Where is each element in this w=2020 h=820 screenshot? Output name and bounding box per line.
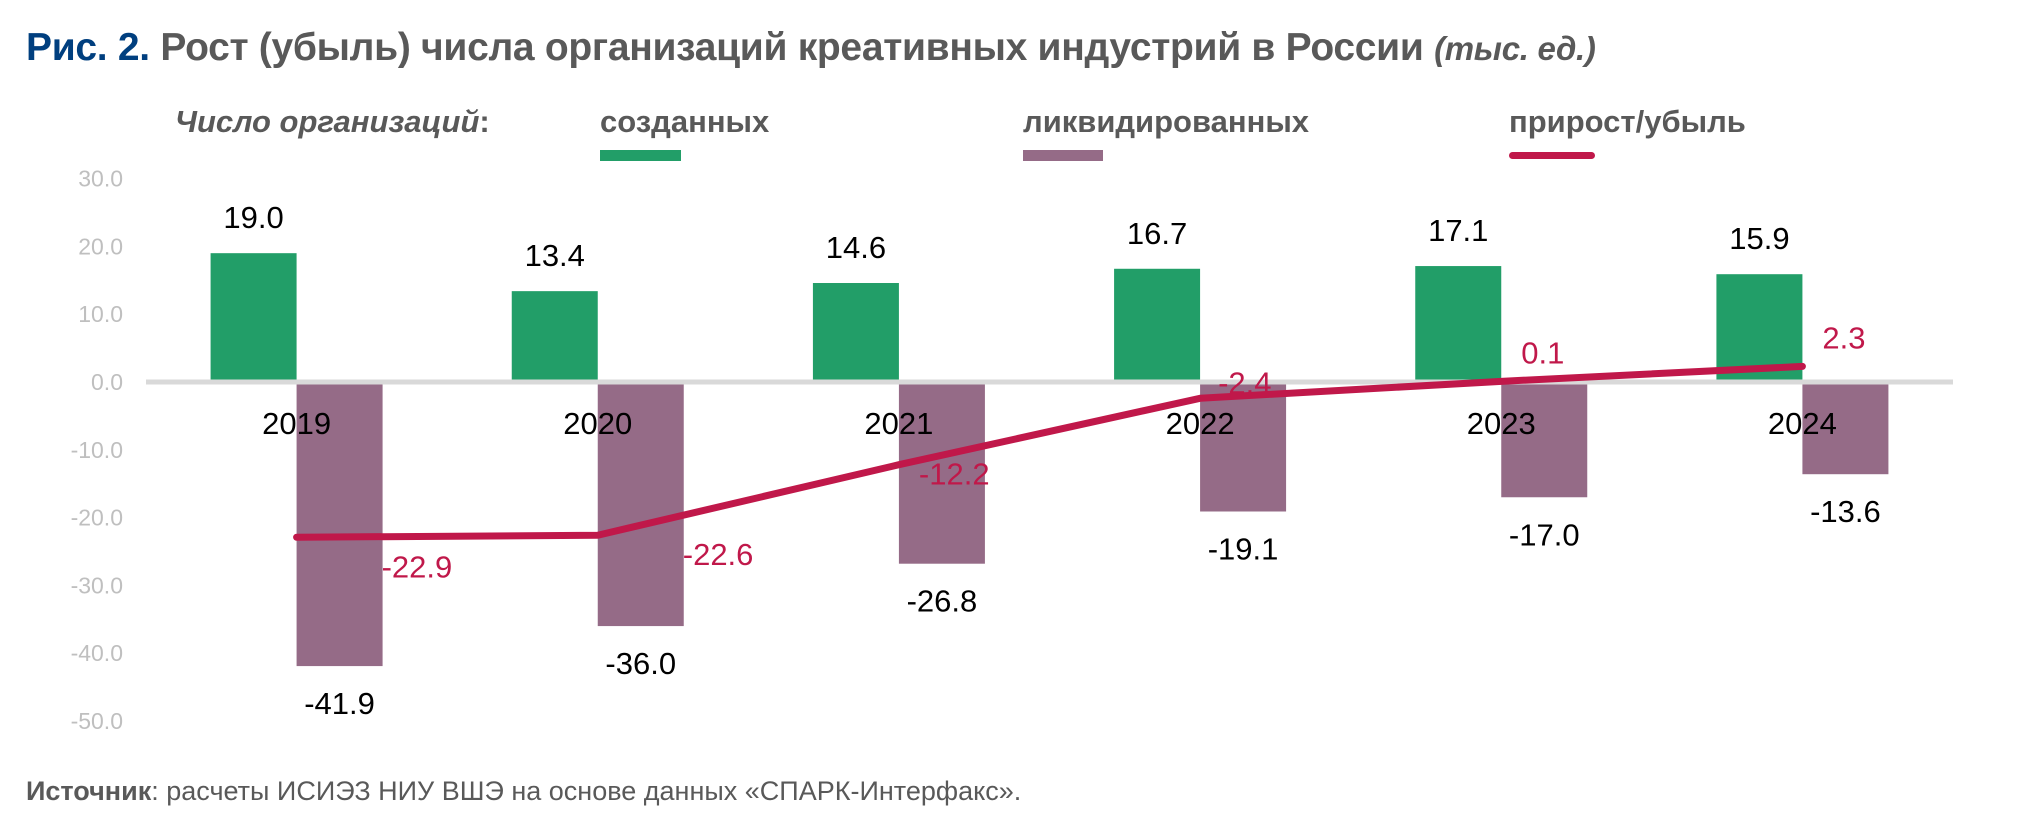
title-units: (тыс. ед.) (1434, 30, 1596, 67)
legend-swatch-liquidated (1023, 150, 1103, 161)
data-label-created: 17.1 (1428, 213, 1488, 248)
data-label-liquidated: -36.0 (605, 646, 676, 681)
bar-liquidated (1802, 382, 1889, 475)
legend-lead-colon: : (479, 104, 490, 139)
data-label-created: 13.4 (525, 238, 585, 273)
x-tick-label: 2021 (864, 406, 933, 441)
legend-lead-text: Число организаций (175, 104, 480, 139)
legend-label-net: прирост/убыль (1509, 104, 1746, 139)
bar-liquidated (1200, 382, 1287, 512)
legend-lead: Число организаций: (175, 104, 490, 140)
bar-liquidated (296, 382, 383, 667)
chart-title: Рис. 2. Рост (убыль) числа организаций к… (26, 26, 1596, 70)
bar-created (1415, 266, 1502, 382)
bar-liquidated (1501, 382, 1588, 498)
data-label-net-change: 2.3 (1822, 320, 1865, 355)
line-net-change (293, 362, 1806, 541)
point-net-change (897, 463, 900, 466)
point-net-change (1500, 380, 1503, 383)
bar-created (210, 253, 297, 382)
data-label-net-change: 0.1 (1521, 335, 1564, 370)
data-label-net-change: -22.9 (382, 549, 453, 584)
y-tick-label: -40.0 (71, 640, 123, 666)
x-tick-label: 2020 (563, 406, 632, 441)
x-tick-label: 2023 (1467, 406, 1536, 441)
x-tick-label: 2024 (1768, 406, 1837, 441)
data-label-liquidated: -19.1 (1208, 531, 1279, 566)
y-tick-label: 30.0 (78, 166, 123, 192)
figure-label: Рис. 2. (26, 26, 150, 69)
source-note: Источник: расчеты ИСИЭЗ НИУ ВШЭ на основ… (26, 776, 1021, 807)
data-label-created: 15.9 (1729, 221, 1789, 256)
y-tick-label: 0.0 (91, 369, 123, 395)
legend-swatch-created (600, 150, 681, 161)
data-label-net-change: -2.4 (1218, 365, 1271, 400)
data-label-net-change: -22.6 (683, 537, 754, 572)
legend-label-created: созданных (600, 104, 770, 139)
data-label-created: 16.7 (1127, 216, 1187, 251)
y-tick-label: -50.0 (71, 708, 123, 734)
point-net-change (1801, 365, 1804, 368)
legend-line-net (1509, 152, 1595, 159)
source-text: : расчеты ИСИЭЗ НИУ ВШЭ на основе данных… (151, 776, 1022, 806)
y-tick-label: -10.0 (71, 437, 123, 463)
data-label-created: 19.0 (223, 200, 283, 235)
data-label-liquidated: -13.6 (1810, 494, 1881, 529)
bar-created (511, 291, 598, 382)
data-label-created: 14.6 (826, 230, 886, 265)
data-label-liquidated: -26.8 (907, 584, 978, 619)
legend-label-liquidated: ликвидированных (1023, 104, 1310, 139)
data-label-liquidated: -17.0 (1509, 517, 1580, 552)
point-net-change (295, 536, 298, 539)
data-label-liquidated: -41.9 (304, 686, 375, 721)
bar-liquidated (597, 382, 684, 627)
x-tick-label: 2022 (1166, 406, 1235, 441)
y-tick-label: 20.0 (78, 233, 123, 259)
y-tick-label: 10.0 (78, 301, 123, 327)
source-label: Источник (26, 776, 152, 806)
y-tick-label: -20.0 (71, 505, 123, 531)
y-tick-label: -30.0 (71, 572, 123, 598)
x-tick-label: 2019 (262, 406, 331, 441)
point-net-change (596, 534, 599, 537)
bar-created (812, 283, 899, 382)
bar-created (1114, 268, 1201, 382)
title-text: Рост (убыль) числа организаций креативны… (160, 26, 1424, 69)
bar-liquidated (898, 382, 985, 564)
point-net-change (1199, 397, 1202, 400)
data-label-net-change: -12.2 (919, 457, 990, 492)
